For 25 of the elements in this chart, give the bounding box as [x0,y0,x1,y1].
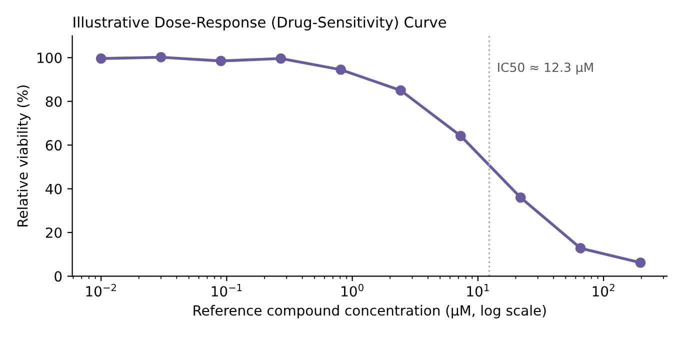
point [216,56,226,66]
x-tick-label: 10$^{1}$ [467,284,489,297]
point [455,130,466,142]
y-tick-label: 100 [38,52,62,64]
y-tick-label: 20 [46,227,62,238]
point [396,85,406,96]
chart-title: Illustrative Dose-Response (Drug-Sensitivity) Curve [74,16,446,31]
ref-line-label: IC50 ≈ 12.3 µM [498,62,593,74]
point [515,192,526,203]
x-axis-title: Reference compound concentration (µM, log scale) [194,304,546,318]
y-tick-label: 0 [54,271,62,282]
y-tick-label: 80 [46,96,62,107]
point [96,53,106,64]
y-tick-label: 40 [46,184,62,194]
x-tick-label: 10$^{0}$ [342,284,364,297]
x-tick-label: 10$^{−2}$ [86,284,116,297]
point [575,243,586,254]
y-tick-label: 60 [46,140,62,151]
x-tick-label: 10$^{2}$ [592,284,614,297]
x-tick-label: 10$^{−1}$ [212,284,242,297]
point [635,257,646,268]
point [276,53,286,64]
point [156,52,166,62]
y-axis-title: Relative viability (%) [17,85,31,226]
point [336,64,346,75]
